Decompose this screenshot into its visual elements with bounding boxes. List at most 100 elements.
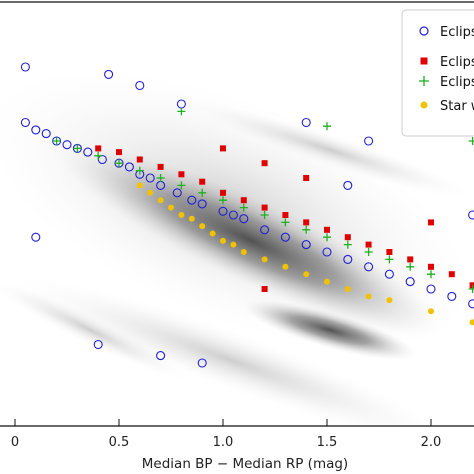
data-point bbox=[177, 181, 186, 190]
data-point bbox=[220, 237, 226, 244]
data-point bbox=[469, 319, 474, 326]
data-point bbox=[323, 233, 331, 242]
data-point bbox=[344, 286, 351, 292]
data-point bbox=[104, 69, 114, 79]
data-point bbox=[469, 282, 474, 289]
series-4 bbox=[136, 182, 474, 326]
data-point bbox=[303, 219, 310, 226]
x-tick-label: 0 bbox=[11, 435, 19, 450]
data-point bbox=[219, 196, 227, 205]
data-point bbox=[301, 240, 311, 250]
legend-entry-1: Eclips bbox=[419, 25, 474, 40]
x-tick-label: 2.0 bbox=[421, 435, 442, 450]
data-point bbox=[198, 188, 207, 197]
data-point bbox=[281, 218, 290, 227]
legend: Eclips Eclips Eclips Star w bbox=[401, 9, 474, 137]
data-point bbox=[301, 117, 311, 128]
data-point bbox=[52, 137, 61, 145]
data-point bbox=[218, 206, 228, 216]
data-point bbox=[31, 232, 41, 242]
data-point bbox=[406, 262, 415, 271]
data-point bbox=[322, 247, 332, 257]
data-point bbox=[156, 351, 166, 361]
legend-label-4: Star w bbox=[440, 99, 474, 114]
data-point bbox=[188, 215, 195, 222]
data-point bbox=[302, 225, 311, 234]
data-point bbox=[323, 122, 331, 131]
data-point bbox=[261, 160, 268, 167]
data-point bbox=[365, 241, 372, 248]
legend-entry-4: Star w bbox=[420, 99, 474, 114]
data-point bbox=[447, 291, 457, 301]
data-point bbox=[364, 248, 373, 256]
data-point bbox=[468, 299, 474, 309]
data-point bbox=[239, 214, 249, 224]
legend-marker-open-circle bbox=[419, 26, 429, 36]
data-point bbox=[41, 129, 51, 139]
data-point bbox=[172, 188, 182, 198]
data-point bbox=[239, 203, 248, 212]
series-3 bbox=[52, 107, 474, 293]
data-point bbox=[157, 197, 164, 204]
data-point bbox=[228, 210, 238, 220]
data-point bbox=[178, 171, 185, 178]
density-wd-sequence bbox=[0, 280, 190, 380]
legend-entry-2: Eclips bbox=[420, 55, 474, 70]
data-point bbox=[427, 270, 435, 279]
data-point bbox=[384, 269, 394, 279]
data-point bbox=[20, 62, 30, 72]
data-point bbox=[197, 199, 207, 209]
plot-frame bbox=[0, 1, 474, 427]
series-2 bbox=[95, 145, 474, 292]
data-point bbox=[386, 249, 393, 255]
data-point bbox=[343, 240, 352, 249]
data-point bbox=[261, 256, 268, 263]
data-point bbox=[147, 189, 154, 196]
data-point bbox=[468, 285, 474, 293]
x-axis-title: Median BP − Median RP (mag) bbox=[142, 456, 348, 472]
legend-box bbox=[401, 9, 474, 137]
data-point bbox=[343, 254, 353, 264]
data-point bbox=[73, 144, 82, 153]
data-point bbox=[303, 175, 310, 181]
data-point bbox=[230, 241, 237, 248]
data-point bbox=[280, 232, 290, 242]
data-point bbox=[177, 107, 186, 116]
data-point bbox=[94, 151, 103, 160]
data-point bbox=[344, 234, 351, 241]
data-point bbox=[364, 262, 374, 272]
data-point bbox=[83, 147, 93, 157]
legend-label-1: Eclips bbox=[440, 25, 474, 40]
data-point bbox=[343, 180, 353, 190]
data-point bbox=[303, 271, 310, 278]
data-point bbox=[31, 125, 41, 135]
legend-marker-square bbox=[420, 57, 428, 65]
data-point bbox=[426, 284, 436, 294]
data-point bbox=[407, 256, 414, 263]
data-point bbox=[240, 249, 247, 255]
data-point bbox=[261, 204, 268, 211]
data-point bbox=[448, 271, 455, 278]
x-tick-label: 0.5 bbox=[109, 435, 130, 450]
data-point bbox=[197, 358, 207, 368]
data-point bbox=[20, 117, 30, 128]
data-point bbox=[209, 230, 216, 237]
data-point bbox=[187, 195, 197, 205]
density-lower-branch bbox=[13, 277, 447, 426]
x-tick-label: 1.0 bbox=[213, 435, 234, 450]
density-red-clump bbox=[243, 299, 417, 361]
data-point bbox=[428, 308, 434, 315]
x-tick-label: 1.5 bbox=[317, 435, 338, 450]
series-layer bbox=[20, 62, 474, 368]
legend-marker-dot bbox=[420, 101, 428, 109]
data-point bbox=[405, 277, 415, 287]
data-point bbox=[282, 263, 289, 270]
data-point bbox=[324, 226, 330, 233]
data-point bbox=[124, 162, 134, 172]
data-point bbox=[135, 80, 145, 91]
data-point bbox=[145, 173, 155, 183]
data-point bbox=[115, 159, 123, 168]
data-point bbox=[135, 166, 144, 175]
data-point bbox=[468, 210, 474, 220]
